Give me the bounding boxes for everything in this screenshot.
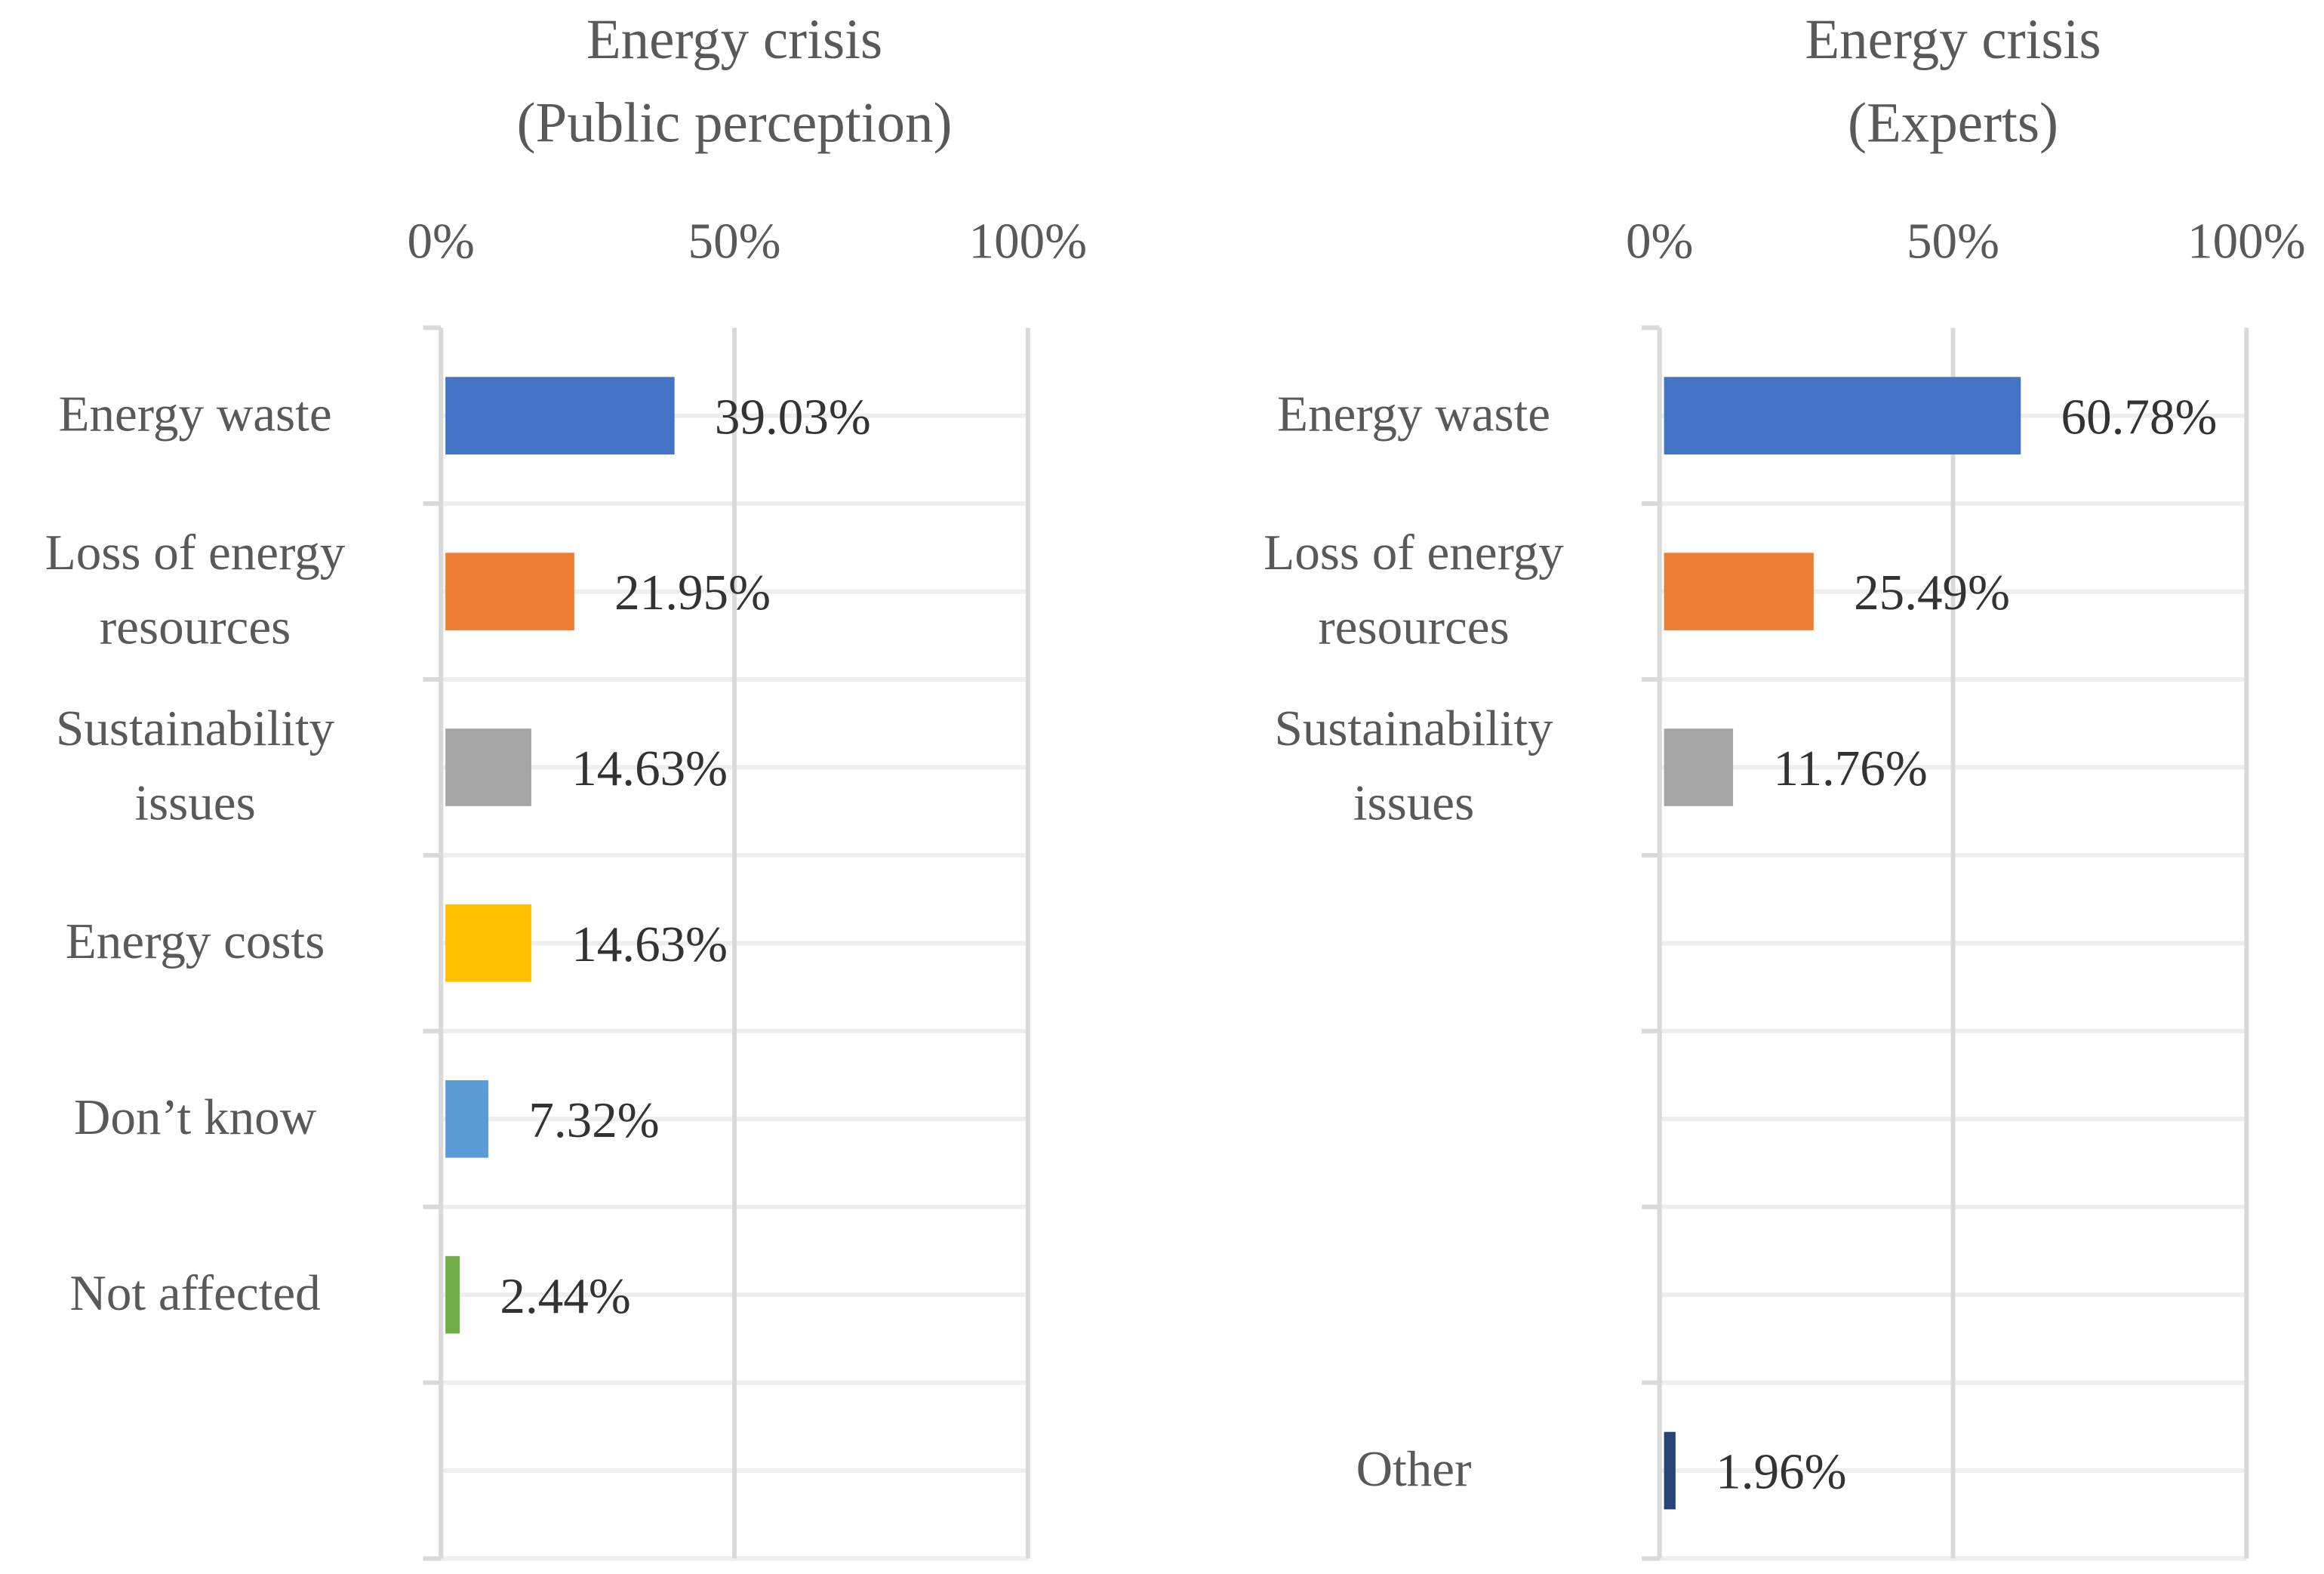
bar xyxy=(445,728,531,806)
x-tick-label: 0% xyxy=(1625,214,1694,270)
bar xyxy=(1664,1431,1676,1510)
x-tick-label: 100% xyxy=(968,214,1088,270)
value-label: 25.49% xyxy=(1854,566,2011,622)
bar xyxy=(1664,728,1734,806)
bar xyxy=(445,1080,489,1158)
category-label: Other xyxy=(1356,1442,1472,1498)
x-tick-label: 50% xyxy=(688,214,781,270)
value-label: 21.95% xyxy=(614,566,771,622)
category-label: Energy costs xyxy=(65,914,325,970)
bar xyxy=(445,904,531,982)
value-label: 11.76% xyxy=(1773,741,1928,797)
category-label: Loss of energy resources xyxy=(45,525,346,656)
x-tick-label: 50% xyxy=(1906,214,2000,270)
bar xyxy=(1664,377,2021,454)
bar xyxy=(445,377,675,454)
bar xyxy=(445,553,574,630)
x-tick-label: 0% xyxy=(407,214,475,270)
category-label: Energy waste xyxy=(1276,387,1551,443)
value-label: 39.03% xyxy=(714,390,871,446)
category-label: Sustainability issues xyxy=(1274,701,1553,832)
value-label: 14.63% xyxy=(571,917,728,973)
value-label: 7.32% xyxy=(528,1093,660,1149)
category-label: Energy waste xyxy=(58,387,332,443)
category-label: Not affected xyxy=(69,1266,321,1322)
category-label: Don’t know xyxy=(73,1090,317,1146)
category-label: Sustainability issues xyxy=(56,701,335,832)
category-label: Loss of energy resources xyxy=(1264,525,1564,656)
value-label: 60.78% xyxy=(2061,390,2218,446)
value-label: 2.44% xyxy=(500,1269,631,1325)
value-label: 14.63% xyxy=(571,741,728,797)
chart-title: Energy crisis xyxy=(586,8,883,72)
chart-title: Energy crisis xyxy=(1805,8,2101,72)
bar xyxy=(1664,553,1814,630)
chart-subtitle: (Experts) xyxy=(1847,92,2059,156)
value-label: 1.96% xyxy=(1716,1445,1847,1501)
chart-subtitle: (Public perception) xyxy=(516,92,953,156)
bar xyxy=(445,1255,460,1334)
x-tick-label: 100% xyxy=(2187,214,2306,270)
